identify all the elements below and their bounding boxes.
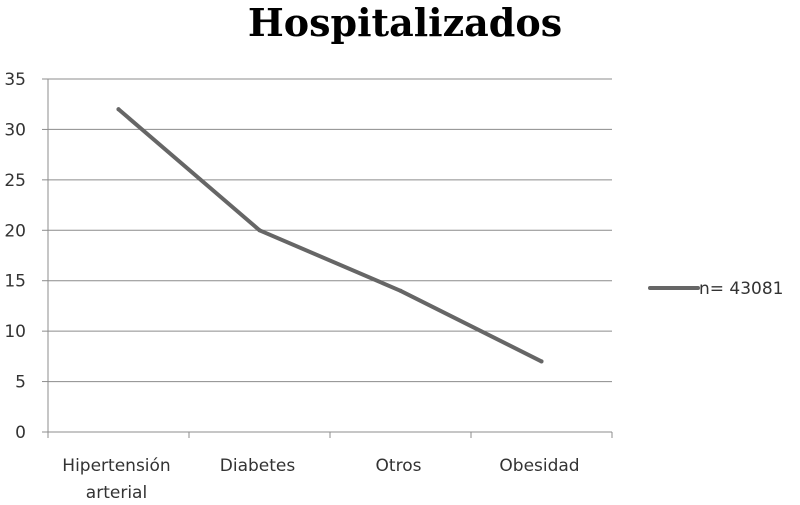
series-line bbox=[116, 107, 544, 364]
y-tick-label: 0 bbox=[15, 423, 26, 443]
x-category-label: Hipertensión arterial bbox=[62, 456, 170, 503]
data-point bbox=[116, 107, 121, 112]
legend-label: n= 43081 bbox=[699, 279, 784, 299]
y-tick-label: 25 bbox=[4, 171, 26, 191]
x-category-label: Diabetes bbox=[220, 456, 296, 476]
gridlines bbox=[42, 78, 613, 438]
legend: n= 43081 bbox=[648, 279, 784, 299]
x-category-line: Diabetes bbox=[220, 456, 296, 476]
x-category-label: Obesidad bbox=[499, 456, 579, 476]
series-group bbox=[116, 107, 544, 364]
x-category-line: Hipertensión bbox=[62, 456, 170, 476]
x-category-line: arterial bbox=[86, 483, 147, 503]
y-tick-label: 10 bbox=[4, 322, 26, 342]
y-tick-label: 15 bbox=[4, 272, 26, 292]
x-category-label: Otros bbox=[376, 456, 422, 476]
y-tick-label: 5 bbox=[15, 373, 26, 393]
chart-title: Hospitalizados bbox=[248, 0, 562, 45]
data-point bbox=[398, 288, 403, 293]
x-category-line: Obesidad bbox=[499, 456, 579, 476]
y-tick-label: 20 bbox=[4, 221, 26, 241]
data-point bbox=[539, 359, 544, 364]
x-category-line: Otros bbox=[376, 456, 422, 476]
x-axis-categories: Hipertensión arterial Diabetes Otros Obesida… bbox=[62, 456, 579, 503]
y-axis-ticks: 0 5 10 15 20 25 30 35 bbox=[4, 70, 26, 443]
data-point bbox=[257, 228, 262, 233]
y-tick-label: 30 bbox=[4, 120, 26, 140]
y-tick-label: 35 bbox=[4, 70, 26, 90]
